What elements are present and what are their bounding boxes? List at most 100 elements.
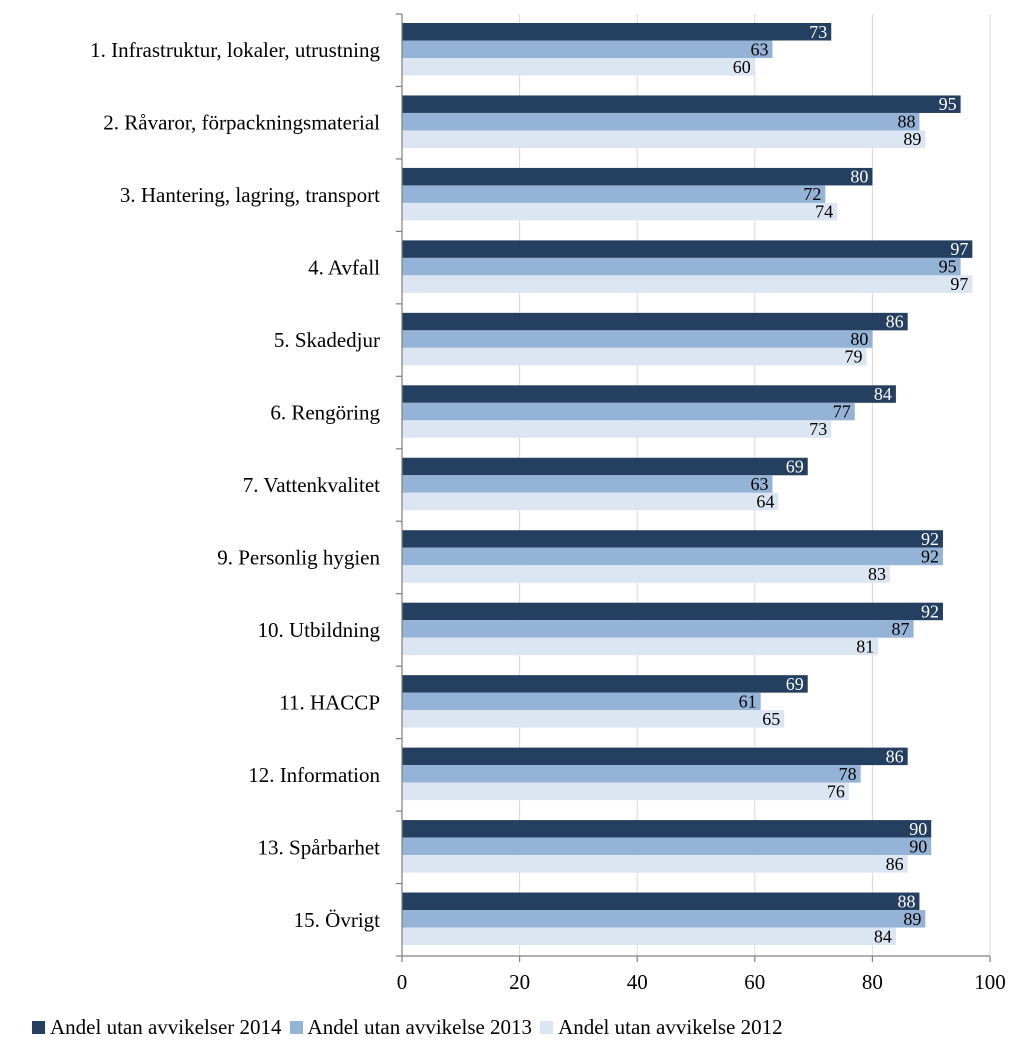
category-label: 13. Spårbarhet xyxy=(258,835,381,859)
bar-0-3 xyxy=(402,240,973,258)
data-label-1-1: 88 xyxy=(897,112,915,132)
bar-2-7 xyxy=(402,565,891,583)
x-tick-label-100: 100 xyxy=(974,970,1006,994)
data-label-2-11: 86 xyxy=(886,854,904,874)
data-label-2-1: 89 xyxy=(903,129,921,149)
bar-1-0 xyxy=(402,40,773,58)
bar-0-0 xyxy=(402,23,832,41)
bar-1-1 xyxy=(402,112,920,131)
bar-1-9 xyxy=(402,692,761,711)
bar-1-4 xyxy=(402,330,873,348)
bar-1-12 xyxy=(402,910,926,928)
data-label-1-6: 63 xyxy=(750,474,768,494)
x-tick-label-40: 40 xyxy=(627,970,648,994)
bar-2-9 xyxy=(402,710,785,728)
data-label-2-0: 60 xyxy=(733,57,751,77)
category-label: 7. Vattenkvalitet xyxy=(243,473,380,497)
bar-2-2 xyxy=(402,202,838,221)
data-label-2-9: 65 xyxy=(762,709,780,729)
data-label-2-10: 76 xyxy=(827,781,845,801)
legend-swatch-2014 xyxy=(32,1020,45,1034)
data-label-1-2: 72 xyxy=(803,184,821,204)
category-label: 4. Avfall xyxy=(308,256,380,280)
bar-2-8 xyxy=(402,637,879,656)
bar-1-10 xyxy=(402,765,861,783)
data-label-0-11: 90 xyxy=(909,819,927,839)
x-tick-label-0: 0 xyxy=(397,970,408,994)
bar-1-3 xyxy=(402,257,961,276)
bar-0-7 xyxy=(402,530,943,548)
bar-2-3 xyxy=(402,275,973,293)
bar-2-1 xyxy=(402,130,926,148)
data-label-1-9: 61 xyxy=(739,691,757,711)
data-label-0-12: 88 xyxy=(897,891,915,911)
bar-1-5 xyxy=(402,402,855,421)
category-label: 15. Övrigt xyxy=(294,908,380,932)
category-label: 5. Skadedjur xyxy=(274,328,380,352)
data-label-0-10: 86 xyxy=(886,746,904,766)
bar-1-2 xyxy=(402,185,826,203)
data-label-0-4: 86 xyxy=(886,312,904,332)
bar-1-6 xyxy=(402,475,773,493)
category-label: 11. HACCP xyxy=(279,690,380,714)
bar-0-6 xyxy=(402,457,808,476)
bar-0-12 xyxy=(402,892,920,911)
data-label-1-0: 63 xyxy=(750,39,768,59)
bar-2-0 xyxy=(402,58,755,76)
data-label-1-3: 95 xyxy=(939,257,957,277)
category-label: 2. Råvaror, förpackningsmaterial xyxy=(103,111,380,135)
chart-legend: Andel utan avvikelser 2014 Andel utan av… xyxy=(32,1014,791,1040)
data-label-2-2: 74 xyxy=(815,202,833,222)
bar-0-8 xyxy=(402,602,943,621)
bar-0-2 xyxy=(402,167,873,186)
x-tick-label-80: 80 xyxy=(862,970,883,994)
data-label-2-7: 83 xyxy=(868,564,886,584)
data-label-1-10: 78 xyxy=(839,764,857,784)
legend-swatch-2013 xyxy=(289,1020,303,1034)
data-label-1-7: 92 xyxy=(921,546,939,566)
bar-0-4 xyxy=(402,312,908,331)
data-label-1-5: 77 xyxy=(833,402,851,422)
data-label-0-6: 69 xyxy=(786,457,804,477)
data-label-0-2: 80 xyxy=(850,167,868,187)
data-label-0-3: 97 xyxy=(950,239,968,259)
bar-0-1 xyxy=(402,95,961,113)
data-label-2-6: 64 xyxy=(756,492,774,512)
legend-label-2014: Andel utan avvikelser 2014 xyxy=(50,1014,282,1039)
data-label-0-8: 92 xyxy=(921,601,939,621)
legend-swatch-2012 xyxy=(540,1020,554,1034)
bar-1-8 xyxy=(402,620,914,638)
legend-item-2013: Andel utan avvikelse 2013 xyxy=(289,1015,532,1040)
bar-2-5 xyxy=(402,420,832,438)
bar-0-9 xyxy=(402,675,808,693)
legend-item-2012: Andel utan avvikelse 2012 xyxy=(540,1015,783,1040)
data-label-0-1: 95 xyxy=(939,94,957,114)
data-label-1-8: 87 xyxy=(892,619,910,639)
category-label: 6. Rengöring xyxy=(270,401,380,425)
data-label-0-7: 92 xyxy=(921,529,939,549)
legend-item-2014: Andel utan avvikelser 2014 xyxy=(32,1015,282,1040)
data-label-0-9: 69 xyxy=(786,674,804,694)
bar-0-10 xyxy=(402,747,908,766)
data-label-2-12: 84 xyxy=(874,926,892,946)
bar-0-5 xyxy=(402,385,896,403)
bar-2-6 xyxy=(402,492,779,511)
x-tick-label-20: 20 xyxy=(509,970,530,994)
data-label-1-4: 80 xyxy=(850,329,868,349)
category-label: 10. Utbildning xyxy=(257,618,380,642)
data-label-2-5: 73 xyxy=(809,419,827,439)
bar-2-10 xyxy=(402,782,849,801)
bar-2-12 xyxy=(402,927,896,946)
data-label-2-8: 81 xyxy=(856,636,874,656)
bar-1-11 xyxy=(402,837,932,856)
legend-label-2012: Andel utan avvikelse 2012 xyxy=(558,1014,783,1039)
data-label-1-12: 89 xyxy=(903,909,921,929)
bar-0-11 xyxy=(402,820,932,838)
bar-1-7 xyxy=(402,547,943,566)
data-label-2-4: 79 xyxy=(845,347,863,367)
category-label: 12. Information xyxy=(248,763,380,787)
category-label: 9. Personlig hygien xyxy=(217,545,380,569)
category-label: 1. Infrastruktur, lokaler, utrustning xyxy=(90,38,380,62)
data-label-0-0: 73 xyxy=(809,22,827,42)
